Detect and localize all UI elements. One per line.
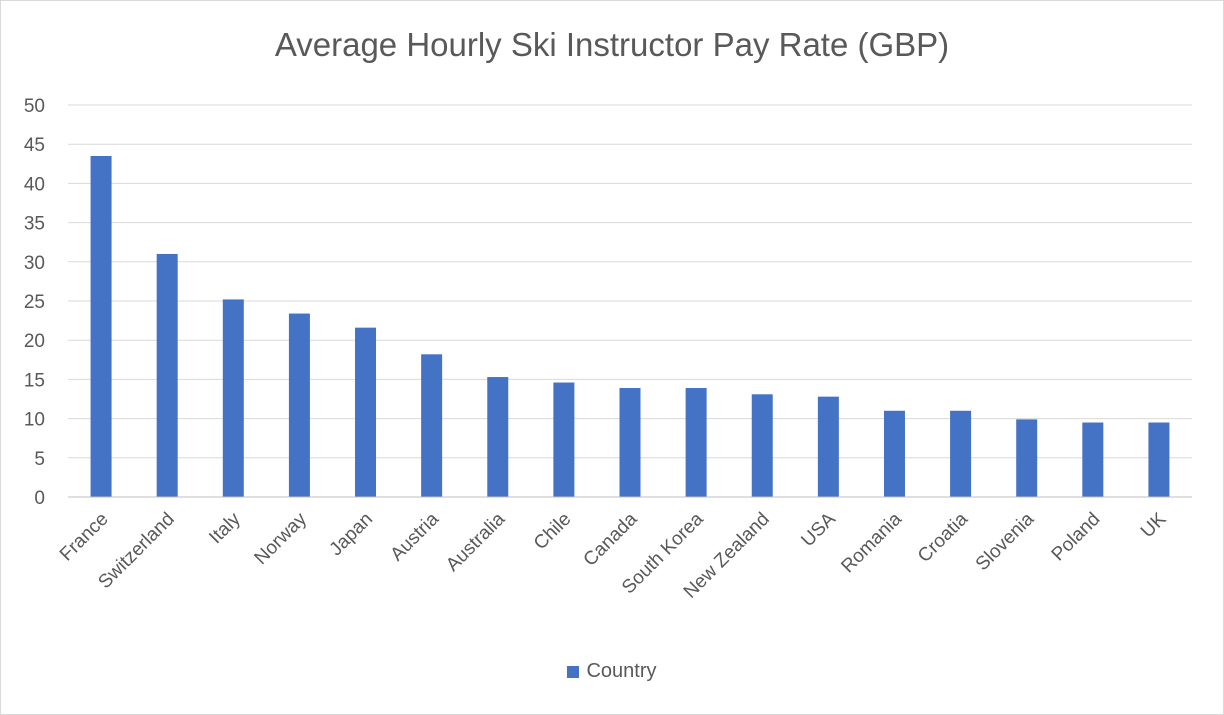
- bar-norway: [288, 313, 310, 497]
- x-tick-label: Japan: [326, 509, 377, 560]
- x-tick-label: UK: [1137, 508, 1171, 542]
- x-tick-label: Romania: [837, 508, 906, 577]
- y-tick-label: 30: [24, 253, 45, 274]
- bar-croatia: [950, 410, 972, 497]
- legend-label: Country: [586, 660, 657, 683]
- x-tick-label: Chile: [530, 509, 575, 554]
- y-tick-label: 5: [34, 449, 45, 470]
- x-tick-label: Austria: [387, 508, 444, 565]
- y-tick-label: 25: [24, 292, 45, 313]
- bar-poland: [1082, 422, 1104, 497]
- y-tick-label: 20: [24, 331, 45, 352]
- bar-romania: [883, 410, 905, 497]
- bar-australia: [487, 377, 509, 497]
- x-tick-label: Italy: [205, 508, 245, 548]
- x-tick-label: Norway: [251, 508, 312, 569]
- y-tick-label: 35: [24, 214, 45, 235]
- gridlines: [68, 104, 1192, 459]
- bar-switzerland: [156, 253, 178, 497]
- bar-france: [90, 155, 112, 497]
- y-tick-label: 40: [24, 174, 45, 195]
- bar-new-zealand: [751, 394, 773, 497]
- x-tick-label: Poland: [1048, 509, 1105, 566]
- bar-usa: [817, 396, 839, 497]
- y-axis-ticks: 0 5 10 15 20 25 30 35 40 45 50: [24, 96, 45, 509]
- bar-italy: [222, 299, 244, 497]
- bars: [90, 155, 1170, 497]
- y-tick-label: 10: [24, 410, 45, 431]
- x-tick-label: Australia: [442, 508, 509, 575]
- x-tick-label: USA: [797, 508, 840, 551]
- y-tick-label: 45: [24, 135, 45, 156]
- x-tick-label: France: [56, 509, 113, 566]
- bar-south-korea: [685, 388, 707, 497]
- y-tick-label: 15: [24, 370, 45, 391]
- x-tick-label: Slovenia: [972, 508, 1039, 575]
- bar-slovenia: [1016, 419, 1038, 497]
- bar-canada: [619, 388, 641, 497]
- legend-swatch: [567, 665, 580, 678]
- x-tick-label: Croatia: [914, 508, 972, 566]
- x-tick-label: Canada: [580, 508, 642, 570]
- bar-austria: [421, 354, 443, 497]
- bar-uk: [1148, 422, 1170, 497]
- legend: Country: [0, 660, 1224, 683]
- y-tick-label: 50: [24, 96, 45, 117]
- bar-japan: [355, 327, 377, 497]
- bar-chile: [553, 382, 575, 497]
- y-tick-label: 0: [34, 488, 45, 509]
- chart-title: Average Hourly Ski Instructor Pay Rate (…: [274, 26, 950, 63]
